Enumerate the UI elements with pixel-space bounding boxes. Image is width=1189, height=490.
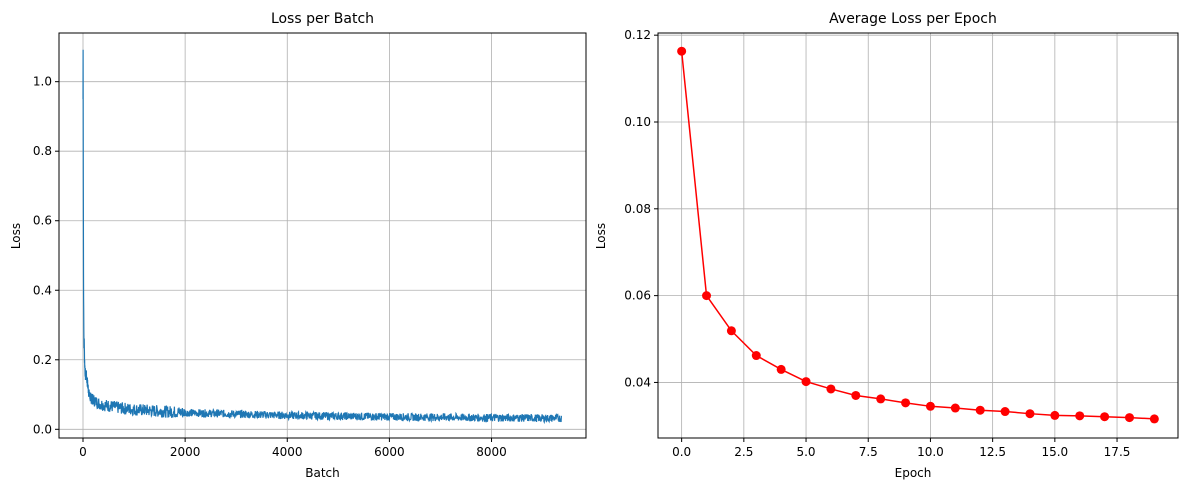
y-tick-label: 0.4 bbox=[33, 283, 52, 297]
y-tick-label: 0.12 bbox=[624, 28, 651, 42]
series-loss-line bbox=[82, 49, 562, 425]
x-tick-label: 2.5 bbox=[734, 445, 753, 459]
data-point bbox=[1050, 410, 1060, 420]
data-point bbox=[826, 384, 836, 394]
x-axis-label: Batch bbox=[305, 466, 340, 480]
plot-frame bbox=[657, 32, 1179, 439]
x-tick-label: 15.0 bbox=[1041, 445, 1068, 459]
y-tick-label: 0.08 bbox=[624, 202, 651, 216]
x-tick-label: 12.5 bbox=[979, 445, 1006, 459]
x-tick-label: 0 bbox=[79, 445, 87, 459]
data-point bbox=[1124, 413, 1134, 423]
x-tick-label: 4000 bbox=[272, 445, 303, 459]
series-average-loss bbox=[677, 46, 1159, 424]
chart-title: Loss per Batch bbox=[271, 11, 374, 27]
data-point bbox=[925, 401, 935, 411]
grid bbox=[658, 33, 1178, 438]
y-tick-label: 0.06 bbox=[624, 289, 651, 303]
chart-average-loss-per-epoch: Average Loss per Epoch Epoch Loss 0.0 2.5… bbox=[594, 11, 1179, 480]
data-point bbox=[876, 394, 886, 404]
x-tick-label: 7.5 bbox=[859, 445, 878, 459]
x-axis-label: Epoch bbox=[895, 466, 932, 480]
data-point bbox=[1075, 411, 1085, 421]
x-tick-label: 0.0 bbox=[672, 445, 691, 459]
plot-frame bbox=[58, 32, 587, 439]
data-point bbox=[776, 364, 786, 374]
data-point bbox=[1000, 407, 1010, 417]
y-tick-label: 0.0 bbox=[33, 422, 52, 436]
y-tick-label: 0.6 bbox=[33, 214, 52, 228]
data-point bbox=[1100, 412, 1110, 422]
y-tick-label: 0.8 bbox=[33, 144, 52, 158]
x-ticks: 0.0 2.5 5.0 7.5 10.0 12.5 15.0 17.5 bbox=[672, 438, 1130, 459]
data-point bbox=[702, 291, 712, 301]
data-point bbox=[851, 390, 861, 400]
data-point bbox=[801, 377, 811, 387]
y-tick-label: 0.2 bbox=[33, 353, 52, 367]
y-axis-label: Loss bbox=[594, 223, 608, 249]
x-tick-label: 10.0 bbox=[917, 445, 944, 459]
grid bbox=[59, 33, 586, 438]
data-point bbox=[1025, 409, 1035, 419]
y-tick-label: 0.10 bbox=[624, 115, 651, 129]
data-point bbox=[677, 46, 687, 56]
data-point bbox=[901, 398, 911, 408]
x-ticks: 0 2000 4000 6000 8000 bbox=[79, 438, 507, 459]
x-tick-label: 17.5 bbox=[1104, 445, 1131, 459]
y-ticks: 0.0 0.2 0.4 0.6 0.8 1.0 bbox=[33, 75, 59, 436]
data-point bbox=[726, 326, 736, 336]
chart-loss-per-batch: Loss per Batch Batch Loss 0 2000 4000 6000 8… bbox=[9, 11, 587, 480]
y-tick-label: 0.04 bbox=[624, 375, 651, 389]
data-point bbox=[751, 351, 761, 361]
y-ticks: 0.04 0.06 0.08 0.10 0.12 bbox=[624, 28, 658, 389]
x-tick-label: 6000 bbox=[374, 445, 405, 459]
x-tick-label: 8000 bbox=[476, 445, 507, 459]
x-tick-label: 5.0 bbox=[796, 445, 815, 459]
y-axis-label: Loss bbox=[9, 223, 23, 249]
data-point bbox=[950, 403, 960, 413]
data-point bbox=[1149, 414, 1159, 424]
x-tick-label: 2000 bbox=[170, 445, 201, 459]
loss-line bbox=[82, 49, 562, 425]
data-point bbox=[975, 405, 985, 415]
chart-title: Average Loss per Epoch bbox=[829, 11, 997, 27]
y-tick-label: 1.0 bbox=[33, 75, 52, 89]
